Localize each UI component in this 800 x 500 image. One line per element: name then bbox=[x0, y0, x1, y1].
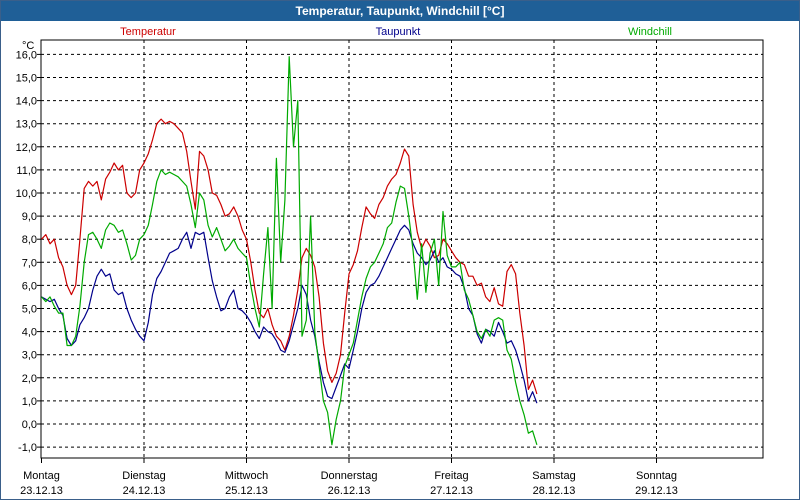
plot-area bbox=[40, 39, 764, 459]
x-day-label: Samstag bbox=[532, 470, 575, 482]
series-line bbox=[41, 224, 538, 404]
x-date-label: 28.12.13 bbox=[533, 485, 576, 497]
x-date-label: 24.12.13 bbox=[123, 485, 166, 497]
y-tick-label: 14,0 bbox=[16, 96, 37, 108]
series-lines bbox=[41, 56, 538, 446]
x-date-label: 27.12.13 bbox=[430, 485, 473, 497]
y-tick-label: 1,0 bbox=[22, 396, 37, 408]
x-date-label: 26.12.13 bbox=[328, 485, 371, 497]
y-tick-label: 0,0 bbox=[22, 419, 37, 431]
y-tick-label: 10,0 bbox=[16, 188, 37, 200]
y-tick-label: 8,0 bbox=[22, 234, 37, 246]
y-tick-label: 15,0 bbox=[16, 73, 37, 85]
y-tick-label: 5,0 bbox=[22, 304, 37, 316]
x-day-label: Freitag bbox=[434, 470, 468, 482]
y-tick-label: 6,0 bbox=[22, 280, 37, 292]
y-tick-label: 12,0 bbox=[16, 142, 37, 154]
x-date-label: 25.12.13 bbox=[225, 485, 268, 497]
x-day-label: Donnerstag bbox=[321, 470, 378, 482]
y-tick-label: -1,0 bbox=[18, 442, 37, 454]
y-tick-label: 13,0 bbox=[16, 119, 37, 131]
y-tick-label: 3,0 bbox=[22, 350, 37, 362]
x-day-label: Montag bbox=[23, 470, 60, 482]
y-axis-unit: °C bbox=[22, 40, 34, 52]
x-day-label: Sonntag bbox=[636, 470, 677, 482]
grid bbox=[41, 40, 763, 458]
y-tick-label: 4,0 bbox=[22, 327, 37, 339]
legend-entry: Windchill bbox=[628, 26, 672, 38]
x-day-label: Dienstag bbox=[122, 470, 165, 482]
y-tick-label: 9,0 bbox=[22, 211, 37, 223]
legend-entry: Temperatur bbox=[120, 26, 176, 38]
y-tick-label: 11,0 bbox=[16, 165, 37, 177]
x-day-label: Mittwoch bbox=[225, 470, 268, 482]
series-line bbox=[41, 56, 538, 446]
legend-entry: Taupunkt bbox=[376, 26, 421, 38]
y-tick-label: 7,0 bbox=[22, 257, 37, 269]
y-axis: -1,0 0,0 1,0 2,0 3,0 4,0 5,0 6,0 7,0 8,0 9,0 10,0 11… bbox=[16, 49, 41, 454]
legend: Temperatur Taupunkt Windchill bbox=[120, 26, 672, 38]
y-tick-label: 16,0 bbox=[16, 49, 37, 61]
x-axis: Montag 23.12.13 Dienstag 24.12.13 Mittwoch 25… bbox=[20, 458, 678, 497]
y-tick-label: 2,0 bbox=[22, 373, 37, 385]
x-date-label: 29.12.13 bbox=[635, 485, 678, 497]
chart-title: Temperatur, Taupunkt, Windchill [°C] bbox=[1, 1, 799, 21]
x-date-label: 23.12.13 bbox=[20, 485, 63, 497]
series-line bbox=[41, 118, 538, 395]
